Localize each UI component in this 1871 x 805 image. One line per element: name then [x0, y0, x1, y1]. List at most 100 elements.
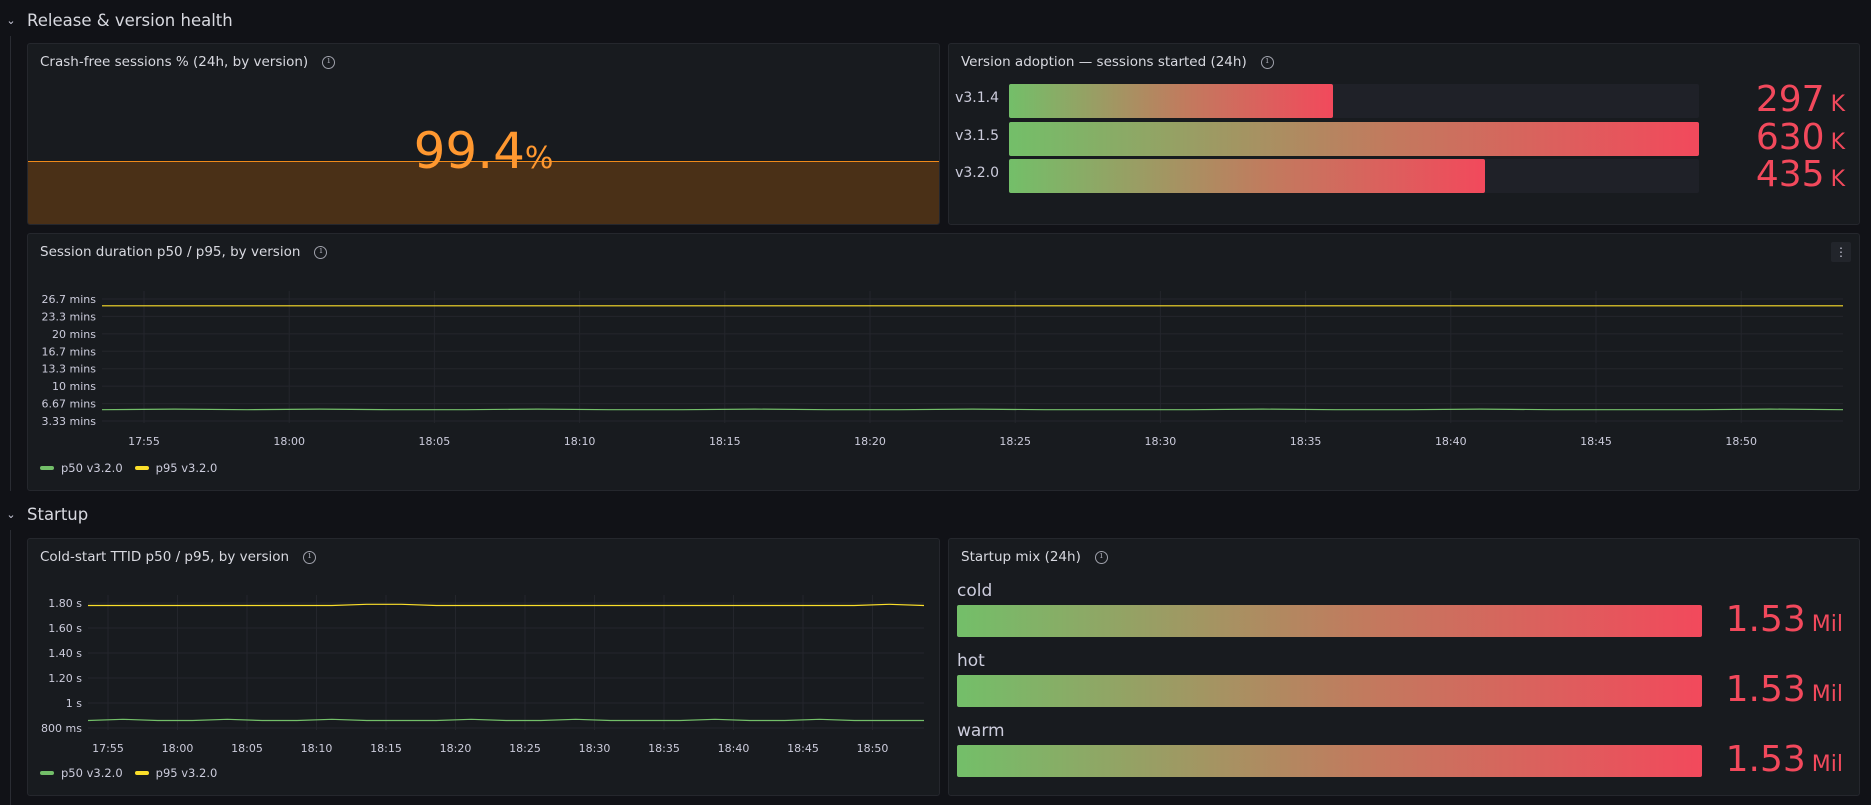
x-tick-label: 18:20 [854, 435, 886, 448]
x-tick-label: 18:30 [579, 742, 611, 755]
bar-label: warm [957, 721, 1005, 741]
stat-number: 99.4 [413, 122, 525, 180]
x-tick-label: 18:30 [1145, 435, 1177, 448]
chevron-down-icon[interactable]: ⌄ [6, 13, 16, 27]
row-header-startup[interactable]: ⌄ Startup [0, 500, 88, 528]
chevron-down-icon[interactable]: ⌄ [6, 507, 16, 521]
panel-title-text: Version adoption — sessions started (24h… [961, 54, 1247, 70]
stat-unit: % [524, 141, 554, 176]
y-tick-label: 13.3 mins [42, 363, 97, 376]
series-line [88, 603, 925, 607]
x-tick-label: 18:20 [440, 742, 472, 755]
bar-fill [957, 675, 1702, 707]
bar-label: cold [957, 581, 993, 601]
row-divider [10, 530, 11, 805]
legend-swatch [134, 771, 149, 775]
bar-fill [957, 745, 1702, 777]
row-title: Startup [27, 504, 89, 524]
legend-label: p50 v3.2.0 [61, 461, 123, 475]
panel-version-adoption[interactable]: Version adoption — sessions started (24h… [948, 43, 1860, 225]
chart-legend: p50 v3.2.0 p95 v3.2.0 [40, 766, 229, 780]
row-divider [10, 36, 11, 491]
y-tick-label: 3.33 mins [42, 415, 97, 428]
bar-track [1009, 159, 1699, 193]
bar-label: v3.1.4 [955, 90, 999, 106]
info-icon[interactable] [1094, 550, 1108, 564]
y-tick-label: 6.67 mins [42, 398, 97, 411]
bar-track [957, 745, 1702, 777]
x-tick-label: 18:40 [718, 742, 750, 755]
bar-fill [957, 605, 1702, 637]
bar-value: 1.53 Mil [1726, 599, 1843, 640]
info-icon[interactable] [322, 55, 336, 69]
bar-fill [1009, 84, 1334, 118]
bar-value-unit: K [1830, 130, 1845, 155]
info-icon[interactable] [303, 550, 317, 564]
bar-value-number: 1.53 [1725, 599, 1806, 640]
bar-value: 630 K [1756, 117, 1845, 158]
bar-track [1009, 122, 1699, 156]
x-tick-label: 18:40 [1435, 435, 1467, 448]
legend-label: p50 v3.2.0 [61, 766, 123, 780]
panel-session-duration[interactable]: Session duration p50 / p95, by version ⋮… [27, 233, 1860, 491]
x-tick-label: 18:45 [787, 742, 819, 755]
panel-title: Version adoption — sessions started (24h… [961, 54, 1274, 70]
panel-title: Session duration p50 / p95, by version [40, 244, 328, 260]
stat-sparkline-area [28, 161, 939, 224]
x-tick-label: 18:00 [162, 742, 194, 755]
x-tick-label: 18:15 [709, 435, 741, 448]
y-tick-label: 26.7 mins [42, 293, 97, 306]
bar-label: v3.2.0 [955, 165, 999, 181]
info-icon[interactable] [314, 245, 328, 259]
bar-track [957, 605, 1702, 637]
panel-cold-start[interactable]: Cold-start TTID p50 / p95, by version 1.… [27, 538, 940, 796]
y-tick-label: 23.3 mins [42, 310, 97, 323]
x-tick-label: 18:25 [999, 435, 1031, 448]
y-tick-label: 1.40 s [48, 647, 82, 660]
y-tick-label: 16.7 mins [42, 345, 97, 358]
bar-value-unit: K [1830, 167, 1845, 192]
x-tick-label: 18:50 [1725, 435, 1757, 448]
bar-value-unit: Mil [1811, 612, 1843, 637]
bar-value: 297 K [1756, 79, 1845, 120]
x-tick-label: 18:10 [301, 742, 333, 755]
info-icon[interactable] [1260, 55, 1274, 69]
legend-swatch [40, 771, 54, 775]
legend-item[interactable]: p50 v3.2.0 [40, 461, 123, 475]
panel-title-text: Crash-free sessions % (24h, by version) [40, 54, 309, 70]
y-tick-label: 20 mins [52, 328, 96, 341]
x-tick-label: 18:50 [857, 742, 889, 755]
stat-value: 99.4% [28, 122, 939, 180]
bar-label: hot [957, 651, 985, 671]
bar-value: 1.53 Mil [1726, 739, 1843, 780]
panel-title: Cold-start TTID p50 / p95, by version [40, 549, 317, 565]
legend-label: p95 v3.2.0 [155, 461, 218, 475]
x-tick-label: 17:55 [128, 435, 160, 448]
legend-item[interactable]: p50 v3.2.0 [40, 766, 123, 780]
series-line [101, 408, 1844, 411]
panel-title-text: Cold-start TTID p50 / p95, by version [40, 549, 290, 565]
panel-crash-free[interactable]: Crash-free sessions % (24h, by version) … [27, 43, 940, 225]
bar-value: 435 K [1756, 154, 1845, 195]
panel-title-text: Startup mix (24h) [961, 549, 1081, 565]
kebab-menu-icon[interactable]: ⋮ [1831, 242, 1851, 262]
x-tick-label: 18:35 [1290, 435, 1322, 448]
row-title: Release & version health [27, 10, 233, 30]
legend-item[interactable]: p95 v3.2.0 [134, 461, 218, 475]
panel-title: Crash-free sessions % (24h, by version) [40, 54, 336, 70]
panel-title: Startup mix (24h) [961, 549, 1108, 565]
panel-startup-mix[interactable]: Startup mix (24h) cold1.53Milhot1.53Milw… [948, 538, 1860, 796]
bar-value-number: 1.53 [1725, 739, 1806, 780]
y-tick-label: 1 s [66, 697, 82, 710]
x-tick-label: 18:05 [231, 742, 263, 755]
chart-legend: p50 v3.2.0 p95 v3.2.0 [40, 461, 229, 475]
legend-item[interactable]: p95 v3.2.0 [134, 766, 217, 780]
bar-value-number: 297 [1755, 79, 1825, 120]
x-tick-label: 18:25 [509, 742, 541, 755]
panel-title-text: Session duration p50 / p95, by version [40, 244, 301, 260]
y-tick-label: 10 mins [52, 380, 96, 393]
x-tick-label: 18:15 [370, 742, 402, 755]
row-header-release[interactable]: ⌄ Release & version health [0, 6, 233, 34]
y-tick-label: 800 ms [41, 722, 82, 735]
bar-track [957, 675, 1702, 707]
